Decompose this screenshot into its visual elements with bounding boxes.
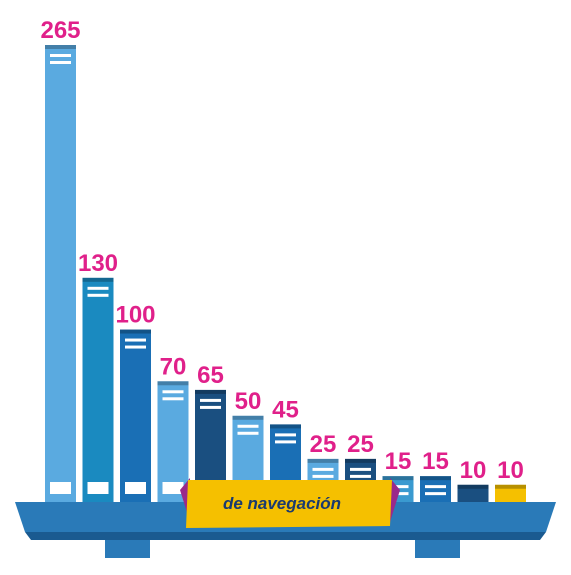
bar-stripe [87, 286, 109, 290]
bar-stripe [350, 467, 371, 471]
value-label: 265 [40, 17, 80, 44]
bar-stripe [200, 398, 221, 402]
bar-stripe [125, 338, 146, 342]
banner-text: de navegación [223, 494, 341, 513]
bar-stripe [275, 433, 296, 437]
bar-stripe [312, 474, 334, 478]
bar-cap [195, 389, 226, 394]
bar-cap [270, 424, 301, 429]
banner-tail [390, 478, 400, 522]
value-label: 50 [235, 388, 262, 415]
value-label: 100 [115, 302, 155, 329]
bar-cap [382, 476, 414, 481]
bar-stripe [425, 492, 446, 496]
bar-stripe [350, 474, 371, 478]
value-label: 25 [310, 431, 337, 458]
value-label: 15 [422, 448, 449, 475]
value-label: 65 [197, 362, 224, 389]
value-label: 10 [460, 457, 487, 484]
bar-plate [162, 482, 184, 494]
bar [157, 381, 189, 502]
banner: de navegación [180, 478, 400, 528]
value-label: 45 [272, 396, 299, 423]
bar-stripe [312, 467, 334, 471]
value-label: 15 [385, 448, 412, 475]
value-label: 25 [347, 431, 374, 458]
bar-cap [495, 484, 526, 489]
bar-stripe [50, 54, 71, 57]
value-label: 130 [78, 250, 118, 277]
bar-cap [82, 277, 114, 282]
bar-cap [232, 415, 264, 420]
bar-plate [125, 482, 146, 494]
bar-cap [120, 329, 151, 334]
value-label: 70 [160, 353, 187, 380]
bar-stripe [237, 424, 259, 428]
bar-cap [157, 381, 189, 386]
bar-stripe [237, 431, 259, 435]
bar-stripe [275, 440, 296, 444]
bar-stripe [162, 397, 184, 401]
bar-stripe [162, 390, 184, 394]
bar [495, 484, 526, 502]
bar-cap [345, 458, 376, 463]
bar-stripe [125, 345, 146, 349]
bar-stripe [425, 485, 446, 489]
bar-cap [457, 484, 489, 489]
bar [120, 329, 151, 502]
bar-plate [87, 482, 109, 494]
bar [457, 484, 489, 502]
bar-cap [307, 458, 339, 463]
value-label: 10 [497, 457, 524, 484]
bar-stripe [200, 405, 221, 409]
bar-stripe [87, 293, 109, 297]
bar [45, 45, 76, 502]
bar [82, 277, 114, 502]
bar-cap [45, 45, 76, 49]
banner-body [186, 480, 392, 528]
bar-stripe [387, 485, 409, 489]
bar [420, 476, 451, 502]
platform-edge [25, 532, 546, 540]
bar-cap [420, 476, 451, 481]
bar-plate [50, 482, 71, 494]
bar-stripe [50, 61, 71, 64]
